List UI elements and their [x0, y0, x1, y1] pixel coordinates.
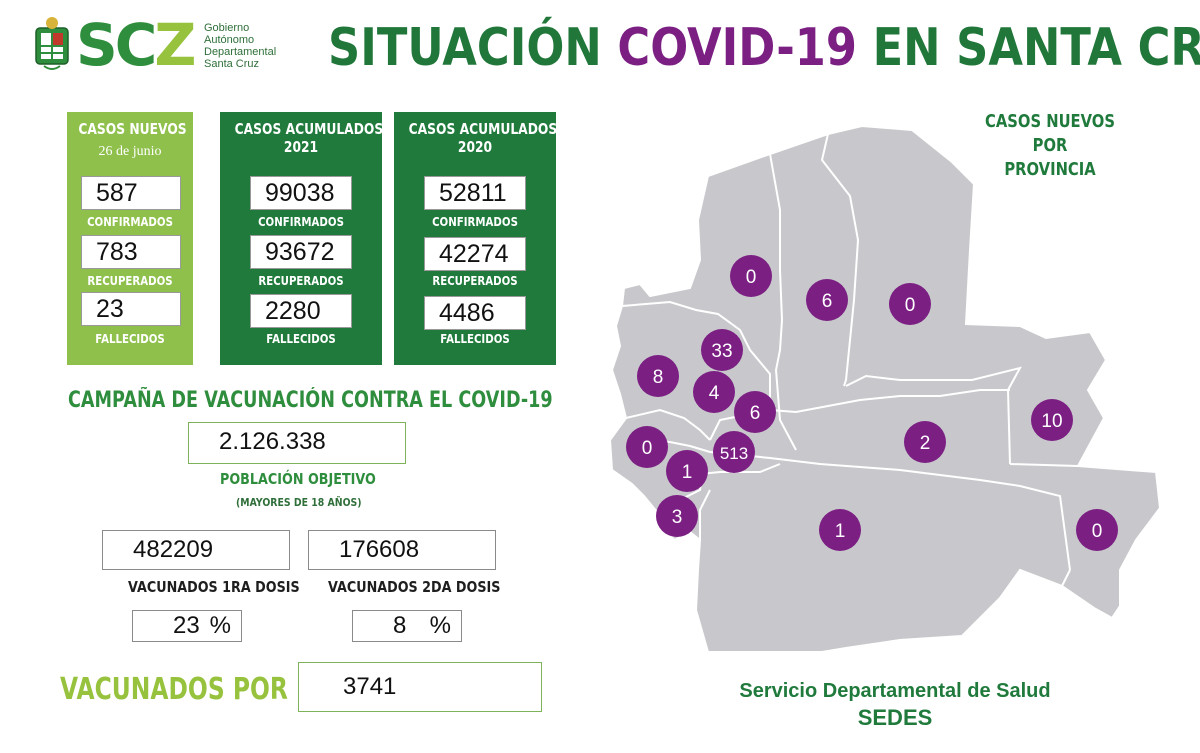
- province-bubble: 6: [806, 279, 848, 321]
- recovered-value: 93672: [250, 235, 352, 269]
- confirmed-value: 99038: [250, 176, 352, 210]
- second-dose-label: VACUNADOS 2DA DOSIS: [328, 578, 501, 596]
- vaccinated-per-day-label: VACUNADOS POR DÍA: [60, 672, 343, 707]
- province-bubble: 2: [904, 421, 946, 463]
- map-title: CASOS NUEVOS POR PROVINCIA: [985, 111, 1115, 180]
- recovered-value: 783: [81, 235, 181, 269]
- card-title: CASOS ACUMULADOS 2020: [408, 120, 558, 156]
- province-bubble-circle: [693, 371, 735, 413]
- province-case-count: 0: [905, 295, 916, 316]
- scz-logo: SCZ Gobierno Autónomo Departamental Sant…: [30, 10, 310, 80]
- card-date: 26 de junio: [98, 144, 162, 159]
- recovered-value: 42274: [424, 237, 526, 271]
- province-case-count: 10: [1041, 411, 1062, 432]
- deceased-label: FALLECIDOS: [95, 332, 165, 346]
- province-bubble-circle: [666, 450, 708, 492]
- province-bubble-circle: [626, 426, 668, 468]
- province-bubble-circle: [1031, 399, 1073, 441]
- recovered-label: RECUPERADOS: [432, 274, 518, 288]
- province-bubble-circle: [656, 495, 698, 537]
- province-bubble: 513: [713, 431, 755, 473]
- province-bubble-circle: [806, 279, 848, 321]
- confirmed-label: CONFIRMADOS: [87, 215, 173, 229]
- recovered-label: RECUPERADOS: [258, 274, 344, 288]
- confirmed-value: 587: [81, 176, 181, 210]
- province-bubble: 1: [819, 509, 861, 551]
- province-bubble: 3: [656, 495, 698, 537]
- province-bubble: 0: [626, 426, 668, 468]
- province-bubble-circle: [904, 421, 946, 463]
- province-case-count: 2: [920, 433, 931, 454]
- province-bubble: 0: [889, 283, 931, 325]
- accumulated-2020-card: CASOS ACUMULADOS 2020 52811 CONFIRMADOS 4…: [394, 112, 558, 365]
- province-case-count: 6: [822, 291, 833, 312]
- vaccination-title: CAMPAÑA DE VACUNACIÓN CONTRA EL COVID-19: [68, 388, 553, 413]
- target-population-sublabel: (MAYORES DE 18 AÑOS): [236, 496, 362, 509]
- confirmed-value: 52811: [424, 176, 526, 210]
- footer-agency: Servicio Departamental de Salud: [739, 680, 1051, 702]
- deceased-value: 2280: [250, 294, 352, 328]
- province-bubble: 0: [1076, 509, 1118, 551]
- deceased-value: 23: [81, 292, 181, 326]
- footer-acronym: SEDES: [857, 705, 933, 730]
- province-case-count: 0: [746, 267, 757, 288]
- accumulated-2021-card: CASOS ACUMULADOS 2021 99038 CONFIRMADOS 9…: [220, 112, 384, 365]
- province-bubble: 0: [730, 255, 772, 297]
- confirmed-label: CONFIRMADOS: [258, 215, 344, 229]
- logo-wordmark: SCZ: [76, 11, 196, 79]
- province-case-count: 8: [653, 367, 664, 388]
- province-case-count: 33: [711, 341, 732, 362]
- target-population-value: 2.126.338: [188, 422, 406, 464]
- coat-of-arms-icon: [35, 17, 69, 70]
- deceased-label: FALLECIDOS: [440, 332, 510, 346]
- deceased-value: 4486: [424, 296, 526, 330]
- page-title: SITUACIÓN COVID-19 EN SANTA CRUZ: [328, 18, 1200, 78]
- card-title: CASOS ACUMULADOS 2021: [234, 120, 384, 156]
- province-bubble: 1: [666, 450, 708, 492]
- confirmed-label: CONFIRMADOS: [432, 215, 518, 229]
- recovered-label: RECUPERADOS: [87, 274, 173, 288]
- province-bubble-circle: [701, 329, 743, 371]
- first-dose-label: VACUNADOS 1RA DOSIS: [128, 578, 300, 596]
- logo-subtitle: Gobierno Autónomo Departamental Santa Cr…: [204, 22, 277, 70]
- province-bubble-circle: [1076, 509, 1118, 551]
- deceased-label: FALLECIDOS: [266, 332, 336, 346]
- province-case-count: 4: [709, 383, 720, 404]
- province-case-count: 3: [672, 507, 683, 528]
- department-shape: [608, 124, 1162, 653]
- province-map: 0 6 0 33 8 4 6 10 0 2 513 1 3 1 0: [600, 100, 1180, 660]
- province-bubble-circle: [889, 283, 931, 325]
- province-case-count: 0: [1092, 521, 1103, 542]
- province-bubble: 6: [734, 391, 776, 433]
- first-dose-percent: 23%: [132, 610, 242, 642]
- province-case-count: 1: [682, 462, 693, 483]
- second-dose-value: 176608: [308, 530, 496, 570]
- first-dose-value: 482209: [102, 530, 290, 570]
- province-bubble-circle: [637, 355, 679, 397]
- province-bubble-circle: [713, 431, 755, 473]
- new-cases-card: CASOS NUEVOS 26 de junio 587 CONFIRMADOS…: [67, 112, 193, 365]
- province-bubble-circle: [730, 255, 772, 297]
- province-case-count: 6: [750, 403, 761, 424]
- target-population-label: POBLACIÓN OBJETIVO: [220, 470, 376, 488]
- province-bubble-circle: [734, 391, 776, 433]
- province-bubble: 4: [693, 371, 735, 413]
- province-bubble: 33: [701, 329, 743, 371]
- province-case-count: 0: [642, 438, 653, 459]
- province-bubble: 10: [1031, 399, 1073, 441]
- card-title: CASOS NUEVOS: [78, 120, 187, 138]
- vaccinated-per-day-value: 3741: [298, 662, 542, 712]
- province-case-count: 513: [720, 444, 748, 463]
- second-dose-percent: 8%: [352, 610, 462, 642]
- province-case-count: 1: [835, 521, 846, 542]
- province-bubble: 8: [637, 355, 679, 397]
- province-bubble-circle: [819, 509, 861, 551]
